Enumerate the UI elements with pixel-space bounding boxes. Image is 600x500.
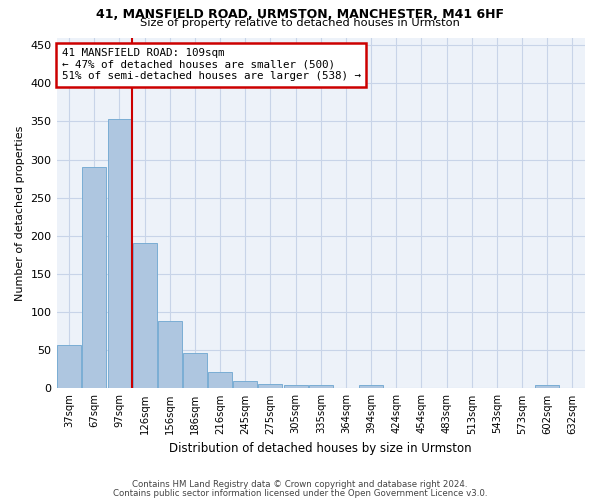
Bar [259,384,283,388]
Bar [133,244,157,388]
Text: Contains public sector information licensed under the Open Government Licence v3: Contains public sector information licen… [113,489,487,498]
Bar [158,322,182,388]
Text: 41 MANSFIELD ROAD: 109sqm
← 47% of detached houses are smaller (500)
51% of semi: 41 MANSFIELD ROAD: 109sqm ← 47% of detac… [62,48,361,81]
Bar [82,167,106,388]
Y-axis label: Number of detached properties: Number of detached properties [15,126,25,300]
Bar [233,381,257,388]
Bar [284,384,308,388]
X-axis label: Distribution of detached houses by size in Urmston: Distribution of detached houses by size … [169,442,472,455]
Bar [309,386,333,388]
Bar [107,119,131,388]
Bar [359,386,383,388]
Bar [535,384,559,388]
Text: Size of property relative to detached houses in Urmston: Size of property relative to detached ho… [140,18,460,28]
Text: Contains HM Land Registry data © Crown copyright and database right 2024.: Contains HM Land Registry data © Crown c… [132,480,468,489]
Text: 41, MANSFIELD ROAD, URMSTON, MANCHESTER, M41 6HF: 41, MANSFIELD ROAD, URMSTON, MANCHESTER,… [96,8,504,20]
Bar [183,354,207,388]
Bar [57,345,81,389]
Bar [208,372,232,388]
